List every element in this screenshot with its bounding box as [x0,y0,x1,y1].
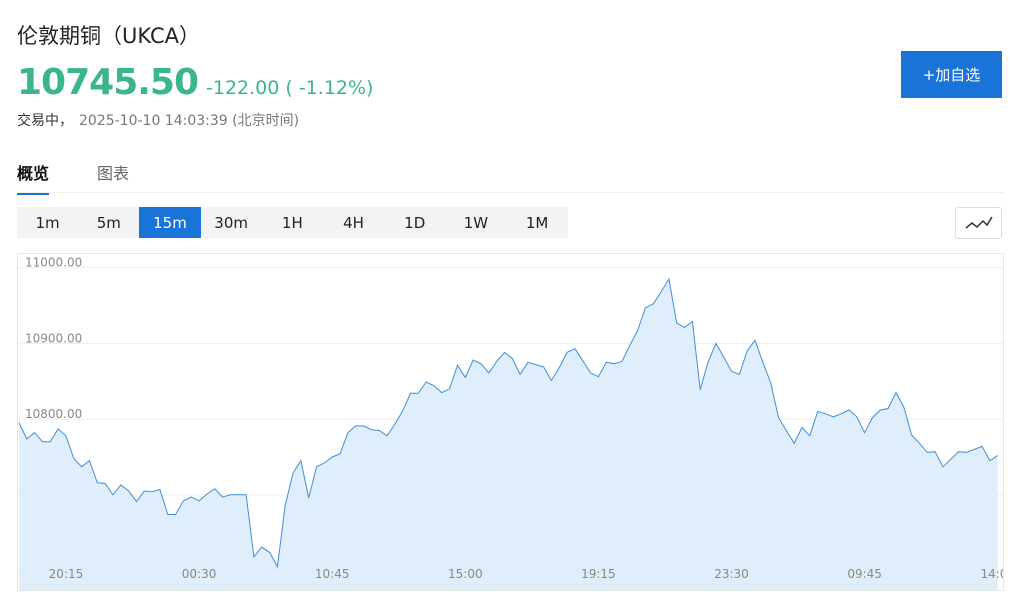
chart-type-button[interactable] [955,207,1002,239]
time: 2025-10-10 14:03:39 (北京时间) [79,113,300,129]
x-tick-label: 15:00 [448,567,483,581]
interval[interactable]: 15m [139,207,201,238]
interval[interactable]: 1D [404,213,426,232]
watchlist-button[interactable]: +加自选 [901,51,1002,98]
line [18,277,999,569]
interval[interactable]: 4H [343,213,364,232]
price: 10745.50 [17,62,199,103]
tab[interactable]: 图表 [97,164,130,183]
interval-bar: 1m 5m 15m 30m 1H 4H 1D 1W 1M [17,207,568,238]
y-tick-label: 10800.00 [25,407,82,421]
x-tick-label: 19:15 [581,567,616,581]
x-tick-label: 09:45 [847,567,882,581]
y-tick-label: 11000.00 [25,256,82,270]
status: 交易中， [17,113,73,129]
icon [965,216,993,229]
change: -122.00 ( -1.12%) [206,77,374,99]
tab[interactable]: 概览 [17,160,50,195]
divider [17,192,1004,193]
interval[interactable]: 5m [96,213,121,232]
x-tick-label: 00:30 [182,567,217,581]
title: 伦敦期铜（UKCA） [17,24,201,48]
area [19,279,998,590]
x-tick-label: 14:00 [980,567,1004,581]
x-tick-label: 20:15 [49,567,84,581]
y-tick-label: 10900.00 [25,331,82,345]
interval[interactable]: 1M [525,213,549,232]
interval[interactable]: 1m [35,213,60,232]
interval[interactable]: 1H [281,213,303,232]
chart: 10600.0010700.0010800.0010900.0011000.00… [17,253,1004,591]
interval[interactable]: 30m [214,213,248,232]
interval[interactable]: 1W [463,213,489,232]
x-tick-label: 23:30 [714,567,749,581]
x-tick-label: 10:45 [315,567,350,581]
